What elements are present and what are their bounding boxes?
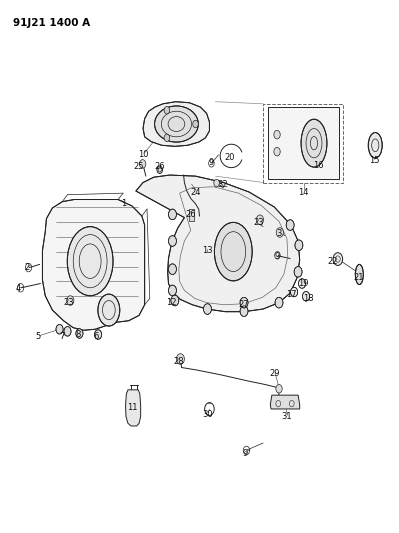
Circle shape: [290, 287, 298, 297]
Polygon shape: [126, 390, 141, 426]
Circle shape: [157, 166, 162, 173]
Text: 7: 7: [59, 332, 65, 341]
Text: 3: 3: [277, 229, 282, 238]
Circle shape: [164, 107, 170, 114]
Text: 19: 19: [298, 279, 309, 288]
Circle shape: [95, 330, 102, 340]
Ellipse shape: [368, 133, 382, 158]
Bar: [189, 209, 194, 221]
Circle shape: [274, 131, 280, 139]
Circle shape: [168, 236, 176, 246]
Circle shape: [302, 292, 310, 301]
Circle shape: [168, 209, 176, 220]
Circle shape: [286, 220, 294, 230]
Circle shape: [203, 304, 211, 314]
Ellipse shape: [154, 106, 198, 142]
Circle shape: [257, 215, 263, 224]
Text: 30: 30: [202, 410, 213, 419]
Text: 91J21 1400 A: 91J21 1400 A: [13, 18, 90, 28]
Text: 22: 22: [328, 257, 338, 265]
Bar: [268, 107, 339, 179]
Polygon shape: [270, 395, 300, 409]
Text: 21: 21: [353, 273, 364, 281]
Circle shape: [295, 240, 303, 251]
Circle shape: [176, 354, 184, 365]
Circle shape: [240, 297, 248, 308]
Text: 9: 9: [275, 253, 280, 261]
Text: 4: 4: [16, 284, 21, 293]
Ellipse shape: [214, 222, 252, 281]
Text: 18: 18: [304, 294, 314, 303]
Circle shape: [168, 285, 176, 296]
Text: 26: 26: [186, 210, 196, 219]
Text: 16: 16: [314, 161, 324, 170]
Text: 1: 1: [121, 199, 126, 208]
Circle shape: [240, 306, 248, 317]
Circle shape: [276, 384, 282, 393]
Text: 11: 11: [126, 403, 137, 412]
Text: 31: 31: [282, 412, 292, 421]
Polygon shape: [143, 102, 209, 147]
Circle shape: [56, 325, 63, 334]
Text: 9: 9: [243, 449, 248, 458]
Text: 32: 32: [217, 180, 228, 189]
Text: 17: 17: [286, 289, 296, 298]
Circle shape: [294, 266, 302, 277]
Circle shape: [298, 279, 306, 288]
Ellipse shape: [98, 294, 120, 326]
Polygon shape: [42, 199, 144, 330]
Text: 28: 28: [174, 357, 184, 366]
Text: 26: 26: [154, 162, 165, 171]
Circle shape: [67, 296, 74, 305]
Ellipse shape: [301, 119, 327, 167]
Circle shape: [64, 327, 71, 336]
Text: 24: 24: [190, 188, 201, 197]
Circle shape: [276, 228, 283, 237]
Text: 25: 25: [134, 162, 144, 171]
Text: 8: 8: [75, 330, 81, 339]
Text: 13: 13: [202, 246, 213, 255]
Text: 29: 29: [269, 369, 280, 378]
Circle shape: [274, 148, 280, 156]
Text: 14: 14: [298, 188, 308, 197]
Text: 10: 10: [138, 150, 149, 159]
Circle shape: [214, 179, 219, 187]
Polygon shape: [136, 175, 300, 312]
Bar: [263, 104, 343, 182]
Text: 6: 6: [93, 332, 99, 341]
Text: 12: 12: [166, 298, 177, 307]
Circle shape: [193, 120, 198, 128]
Circle shape: [76, 329, 83, 338]
Circle shape: [140, 160, 146, 168]
Circle shape: [168, 264, 176, 274]
Circle shape: [171, 295, 179, 306]
Text: 20: 20: [224, 153, 235, 162]
Ellipse shape: [356, 264, 363, 285]
Text: 23: 23: [253, 219, 264, 228]
Text: 23: 23: [63, 298, 73, 307]
Text: 27: 27: [238, 300, 249, 309]
Text: 15: 15: [369, 156, 380, 165]
Ellipse shape: [67, 227, 113, 296]
Circle shape: [164, 134, 170, 142]
Circle shape: [333, 253, 343, 265]
Text: 2: 2: [24, 263, 29, 272]
Text: 9: 9: [209, 158, 214, 167]
Circle shape: [275, 297, 283, 308]
Text: 5: 5: [36, 332, 41, 341]
